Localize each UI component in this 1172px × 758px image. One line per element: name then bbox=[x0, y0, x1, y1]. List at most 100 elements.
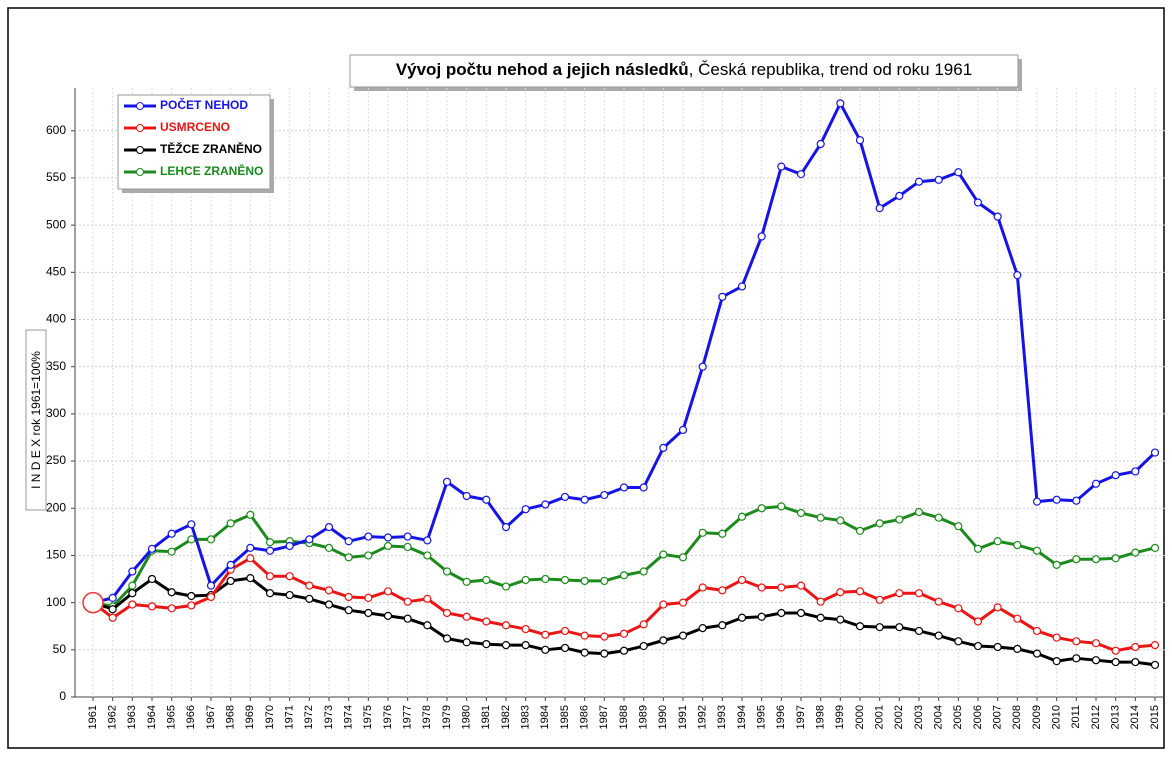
marker bbox=[875, 623, 884, 632]
marker bbox=[954, 168, 963, 177]
y-tick-label: 0 bbox=[59, 689, 66, 703]
marker bbox=[482, 617, 491, 626]
y-tick-label: 350 bbox=[46, 359, 66, 373]
marker bbox=[600, 632, 609, 641]
marker bbox=[659, 443, 668, 452]
marker bbox=[816, 613, 825, 622]
title-box bbox=[349, 54, 1019, 88]
marker bbox=[1111, 657, 1120, 667]
marker bbox=[619, 571, 629, 580]
marker bbox=[1072, 555, 1081, 564]
marker bbox=[383, 533, 393, 542]
marker bbox=[560, 643, 570, 653]
marker bbox=[718, 586, 727, 595]
marker bbox=[344, 553, 353, 562]
legend-marker bbox=[136, 168, 144, 176]
x-tick-label: 2004 bbox=[933, 705, 945, 729]
marker bbox=[1072, 654, 1081, 663]
marker bbox=[403, 532, 412, 541]
marker bbox=[796, 508, 806, 518]
x-tick-label: 2015 bbox=[1149, 705, 1161, 729]
marker bbox=[659, 636, 668, 645]
marker bbox=[1072, 496, 1081, 505]
marker bbox=[383, 611, 393, 620]
marker bbox=[560, 575, 570, 585]
marker bbox=[423, 551, 432, 560]
marker bbox=[580, 648, 589, 657]
x-tick-label: 1983 bbox=[520, 705, 532, 729]
marker bbox=[698, 624, 707, 633]
marker bbox=[147, 544, 157, 553]
marker bbox=[1131, 642, 1140, 652]
marker bbox=[855, 587, 865, 596]
x-tick-label: 1970 bbox=[264, 705, 276, 729]
y-tick-label: 250 bbox=[46, 453, 66, 467]
marker bbox=[442, 608, 452, 618]
x-tick-label: 2011 bbox=[1070, 705, 1082, 729]
x-tick-label: 2008 bbox=[1011, 705, 1023, 729]
y-tick-label: 500 bbox=[46, 217, 66, 231]
marker bbox=[305, 535, 314, 544]
marker bbox=[324, 586, 334, 595]
marker bbox=[1013, 271, 1022, 280]
marker bbox=[206, 592, 216, 602]
legend-label: USMRCENO bbox=[160, 120, 230, 134]
marker bbox=[1052, 633, 1061, 642]
marker bbox=[285, 572, 294, 581]
marker bbox=[836, 99, 845, 108]
marker bbox=[1131, 467, 1140, 476]
marker bbox=[678, 598, 688, 607]
marker bbox=[501, 640, 511, 650]
marker bbox=[934, 513, 943, 522]
marker bbox=[246, 510, 255, 519]
marker bbox=[128, 589, 137, 598]
marker bbox=[383, 541, 393, 551]
marker bbox=[1072, 637, 1081, 646]
marker bbox=[560, 626, 570, 636]
marker bbox=[265, 589, 275, 598]
y-tick-label: 150 bbox=[46, 548, 66, 562]
marker bbox=[344, 537, 353, 546]
x-tick-label: 1992 bbox=[697, 705, 709, 729]
marker bbox=[521, 640, 530, 650]
x-tick-label: 1969 bbox=[244, 705, 256, 729]
marker bbox=[226, 519, 235, 528]
marker bbox=[403, 614, 412, 623]
marker bbox=[777, 583, 786, 592]
marker bbox=[698, 583, 707, 592]
marker bbox=[895, 191, 904, 200]
marker bbox=[600, 649, 609, 658]
marker bbox=[187, 591, 196, 601]
marker bbox=[482, 495, 491, 504]
marker bbox=[462, 612, 471, 621]
x-tick-label: 1994 bbox=[736, 705, 748, 729]
marker bbox=[934, 175, 943, 184]
marker bbox=[128, 567, 137, 576]
marker bbox=[737, 613, 747, 622]
marker bbox=[521, 575, 530, 585]
marker bbox=[128, 600, 137, 609]
x-tick-label: 2014 bbox=[1129, 705, 1141, 729]
marker bbox=[954, 522, 963, 531]
marker bbox=[482, 640, 491, 649]
x-tick-label: 1982 bbox=[500, 705, 512, 729]
legend-marker bbox=[136, 102, 144, 110]
x-tick-label: 1996 bbox=[775, 705, 787, 729]
marker bbox=[934, 597, 943, 606]
marker bbox=[895, 515, 904, 524]
marker bbox=[364, 532, 373, 541]
marker bbox=[1150, 543, 1160, 552]
marker bbox=[737, 575, 747, 585]
marker bbox=[1052, 560, 1061, 569]
marker bbox=[167, 588, 176, 597]
marker bbox=[167, 604, 176, 613]
marker bbox=[993, 642, 1002, 652]
x-tick-label: 2007 bbox=[992, 705, 1004, 729]
x-tick-label: 2012 bbox=[1090, 705, 1102, 729]
marker bbox=[993, 212, 1002, 221]
y-tick-label: 450 bbox=[46, 264, 66, 278]
legend-label: POČET NEHOD bbox=[160, 97, 248, 112]
marker bbox=[855, 622, 865, 631]
x-tick-label: 2010 bbox=[1051, 705, 1063, 729]
marker bbox=[108, 613, 117, 622]
